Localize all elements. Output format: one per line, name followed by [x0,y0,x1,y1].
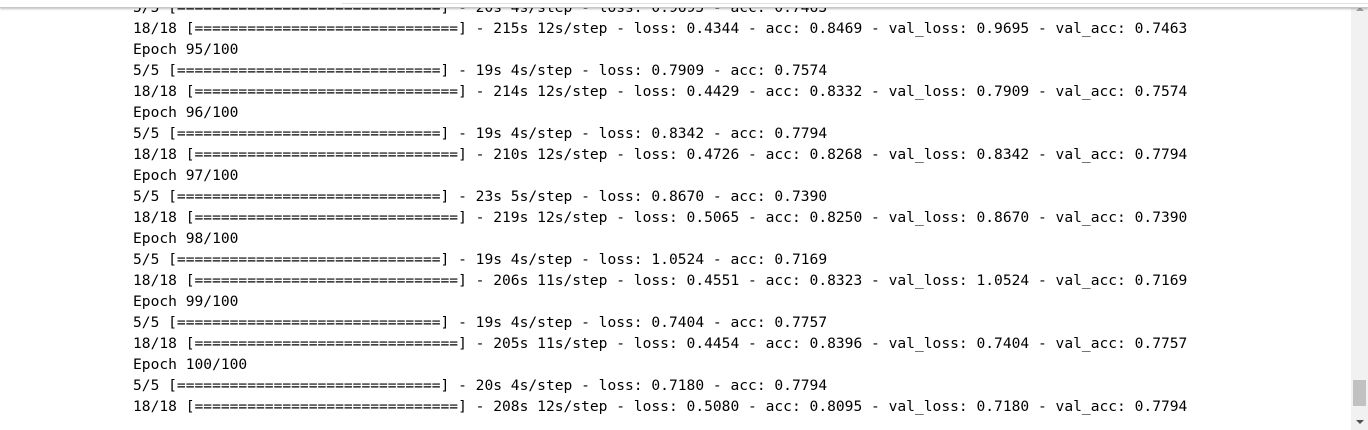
log-line: 5/5 [==============================] - 1… [133,251,828,268]
log-line: 5/5 [==============================] - 1… [133,314,828,331]
vertical-scrollbar[interactable] [1351,0,1368,430]
log-line: Epoch 98/100 [133,230,239,247]
log-line: 18/18 [==============================] -… [133,209,1188,226]
scroll-down-button[interactable] [1351,413,1368,430]
output-top-border [0,0,1368,8]
triangle-down-icon [1355,419,1364,424]
log-line: Epoch 96/100 [133,104,239,121]
log-line: 5/5 [==============================] - 2… [133,377,828,394]
log-line: 5/5 [==============================] - 2… [133,188,828,205]
log-line: 5/5 [==============================] - 1… [133,125,828,142]
log-line: Epoch 95/100 [133,41,239,58]
log-line: 18/18 [==============================] -… [133,335,1188,352]
triangle-up-icon [1355,6,1364,11]
log-line: Epoch 100/100 [133,356,248,373]
log-line: 5/5 [==============================] - 1… [133,62,828,79]
log-line: 18/18 [==============================] -… [133,20,1188,37]
log-line: 18/18 [==============================] -… [133,398,1188,415]
log-line: Epoch 99/100 [133,293,239,310]
scrollbar-thumb[interactable] [1353,380,1366,406]
log-line: Epoch 97/100 [133,167,239,184]
log-line: 18/18 [==============================] -… [133,272,1188,289]
scroll-up-button[interactable] [1351,0,1368,17]
log-line: 18/18 [==============================] -… [133,146,1188,163]
training-log-output: 5/5 [==============================] - 2… [133,0,1343,417]
output-top-border-inner [342,0,1368,4]
log-line: 18/18 [==============================] -… [133,83,1188,100]
